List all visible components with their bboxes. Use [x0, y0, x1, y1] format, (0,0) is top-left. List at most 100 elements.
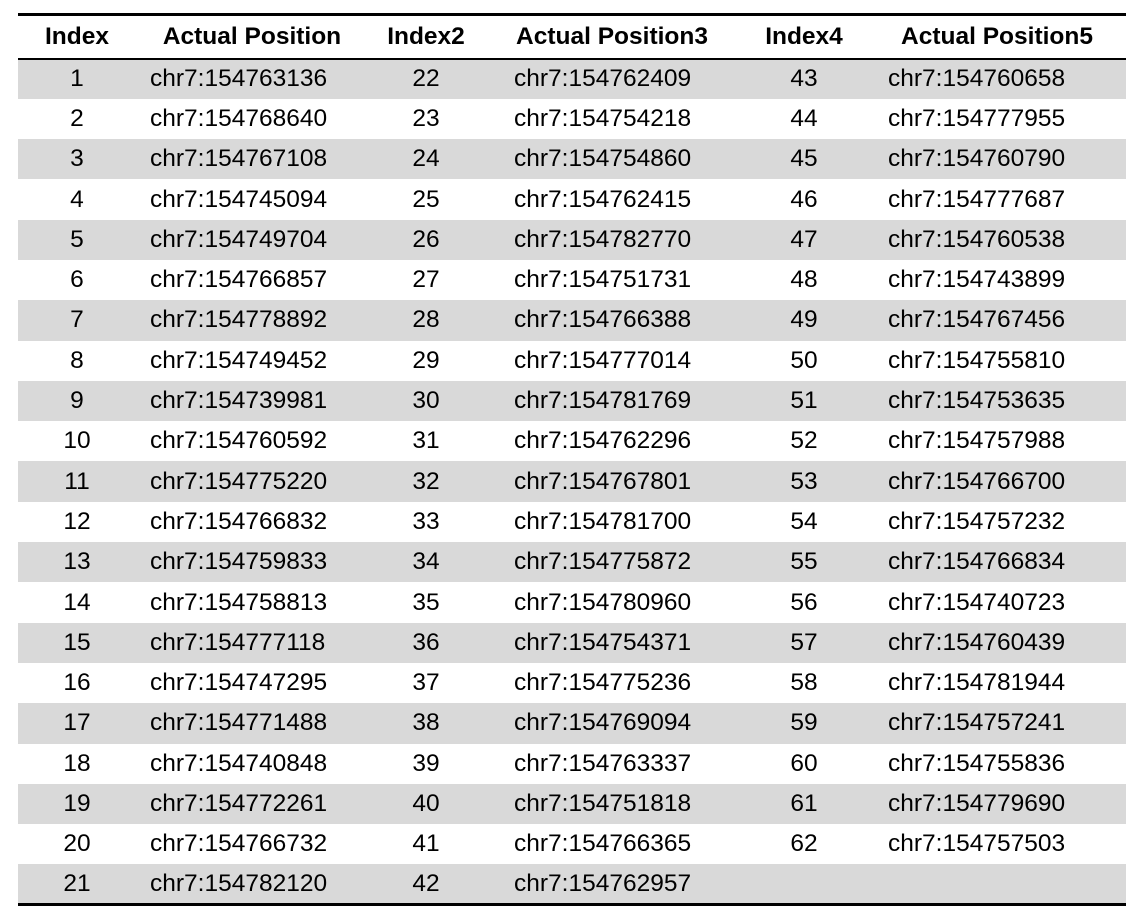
header-actual-position: Actual Position [162, 22, 342, 50]
cell-actual-position5: chr7:154757988 [888, 427, 1066, 455]
cell-actual-position5: chr7:154781944 [888, 669, 1066, 697]
header-row: Index Actual Position Index2 Actual Posi… [18, 14, 1126, 59]
table-row: 8 chr7:154749452 29 chr7:154777014 50 chr7:15… [18, 341, 1126, 381]
table-row: 14 chr7:154758813 35 chr7:154780960 56 chr7:1… [18, 582, 1126, 622]
cell-actual-position: chr7:154740848 [150, 749, 328, 777]
cell-index2: 41 [412, 830, 440, 858]
table-row: 4 chr7:154745094 25 chr7:154762415 46 chr7:15… [18, 179, 1126, 219]
cell-index4: 61 [790, 789, 818, 817]
cell-actual-position5: chr7:154777955 [888, 104, 1066, 132]
cell-actual-position3: chr7:154782770 [514, 225, 692, 253]
cell-index: 11 [64, 467, 90, 495]
cell-actual-position3: chr7:154754860 [514, 145, 692, 173]
cell-actual-position3: chr7:154751731 [514, 266, 692, 294]
cell-actual-position: chr7:154777118 [150, 628, 326, 656]
cell-index: 17 [63, 709, 91, 737]
cell-actual-position3: chr7:154775236 [514, 669, 692, 697]
cell-actual-position3: chr7:154762415 [514, 185, 692, 213]
cell-actual-position: chr7:154760592 [150, 427, 328, 455]
cell-actual-position5: chr7:154755836 [888, 749, 1066, 777]
cell-actual-position5: chr7:154760658 [888, 65, 1066, 93]
cell-actual-position5: chr7:154760439 [888, 628, 1066, 656]
cell-actual-position5 [868, 864, 1126, 904]
cell-actual-position: chr7:154758813 [150, 588, 328, 616]
cell-index4: 47 [790, 225, 818, 253]
cell-index4: 45 [790, 145, 818, 173]
cell-actual-position3: chr7:154781769 [514, 387, 692, 415]
cell-actual-position5: chr7:154777687 [888, 185, 1066, 213]
cell-actual-position3: chr7:154754371 [514, 628, 692, 656]
cell-actual-position: chr7:154745094 [150, 185, 328, 213]
cell-index2: 40 [412, 789, 440, 817]
cell-actual-position: chr7:154759833 [150, 548, 328, 576]
cell-index: 2 [70, 104, 84, 132]
table-row: 3 chr7:154767108 24 chr7:154754860 45 chr7:15… [18, 139, 1126, 180]
cell-actual-position3: chr7:154766388 [514, 306, 692, 334]
table-row: 7 chr7:154778892 28 chr7:154766388 49 chr7:15… [18, 300, 1126, 341]
cell-index: 14 [63, 588, 91, 616]
cell-index4: 62 [790, 830, 818, 858]
cell-index2: 32 [412, 467, 440, 495]
cell-index: 10 [63, 427, 91, 455]
cell-index4: 44 [790, 104, 818, 132]
header-actual-position5: Actual Position5 [901, 22, 1093, 50]
cell-index: 1 [70, 65, 84, 93]
header-index2: Index2 [387, 22, 465, 50]
cell-index4: 55 [790, 548, 818, 576]
table-row: 2 chr7:154768640 23 chr7:154754218 44 chr7:15… [18, 99, 1126, 139]
cell-index2: 26 [412, 225, 440, 253]
cell-actual-position5: chr7:154760538 [888, 225, 1066, 253]
cell-index4: 49 [790, 306, 818, 334]
cell-index2: 30 [412, 387, 440, 415]
cell-index2: 42 [412, 869, 440, 897]
cell-actual-position3: chr7:154780960 [514, 588, 692, 616]
cell-actual-position: chr7:154766732 [150, 830, 328, 858]
cell-index2: 33 [412, 507, 440, 535]
cell-actual-position3: chr7:154754218 [514, 104, 692, 132]
table-row: 18 chr7:154740848 39 chr7:154763337 60 chr7:1… [18, 744, 1126, 784]
cell-actual-position5: chr7:154755810 [888, 346, 1066, 374]
cell-index2: 25 [412, 185, 440, 213]
table-row: 5 chr7:154749704 26 chr7:154782770 47 chr7:15… [18, 219, 1126, 260]
cell-index4 [740, 864, 868, 904]
position-table: Index Actual Position Index2 Actual Posi… [18, 13, 1126, 906]
cell-index: 8 [70, 346, 84, 374]
cell-actual-position: chr7:154749452 [150, 346, 328, 374]
table-row: 19 chr7:154772261 40 chr7:154751818 61 chr7:1… [18, 783, 1126, 825]
cell-index2: 31 [412, 427, 440, 455]
cell-index4: 57 [790, 628, 818, 656]
cell-index: 15 [63, 628, 91, 656]
table-row: 11 chr7:154775220 32 chr7:154767801 53 chr7:1… [18, 461, 1126, 502]
table-body: 1 chr7:154763136 22 chr7:154762409 43 chr7:15… [18, 58, 1126, 905]
cell-index2: 28 [412, 306, 440, 334]
header-index: Index [45, 22, 109, 50]
cell-index2: 23 [412, 104, 440, 132]
cell-actual-position: chr7:154766857 [150, 266, 328, 294]
table-row: 12 chr7:154766832 33 chr7:154781700 54 chr7:1… [18, 502, 1126, 542]
cell-index4: 48 [790, 266, 818, 294]
cell-index: 4 [70, 185, 84, 213]
table-row: 15 chr7:154777118 36 chr7:154754371 57 chr7:1… [18, 622, 1126, 663]
cell-actual-position3: chr7:154769094 [514, 709, 692, 737]
cell-actual-position5: chr7:154757241 [888, 709, 1066, 737]
cell-index2: 29 [412, 346, 440, 374]
cell-actual-position: chr7:154749704 [150, 225, 328, 253]
cell-index2: 36 [412, 628, 440, 656]
cell-index: 5 [70, 225, 84, 253]
header-index4: Index4 [765, 22, 843, 50]
cell-actual-position: chr7:154775220 [150, 467, 328, 495]
table-row: 10 chr7:154760592 31 chr7:154762296 52 chr7:1… [18, 421, 1126, 461]
cell-actual-position5: chr7:154760790 [888, 145, 1066, 173]
table-row: 6 chr7:154766857 27 chr7:154751731 48 chr7:15… [18, 260, 1126, 300]
cell-index2: 39 [412, 749, 440, 777]
cell-index: 7 [70, 306, 84, 334]
cell-actual-position3: chr7:154762957 [514, 869, 692, 897]
cell-actual-position5: chr7:154779690 [888, 789, 1066, 817]
cell-actual-position: chr7:154766832 [150, 507, 328, 535]
cell-actual-position5: chr7:154753635 [888, 387, 1066, 415]
cell-index2: 27 [412, 266, 440, 294]
cell-index4: 53 [790, 467, 818, 495]
cell-index2: 35 [412, 588, 440, 616]
cell-actual-position3: chr7:154762296 [514, 427, 692, 455]
cell-index: 13 [63, 548, 91, 576]
